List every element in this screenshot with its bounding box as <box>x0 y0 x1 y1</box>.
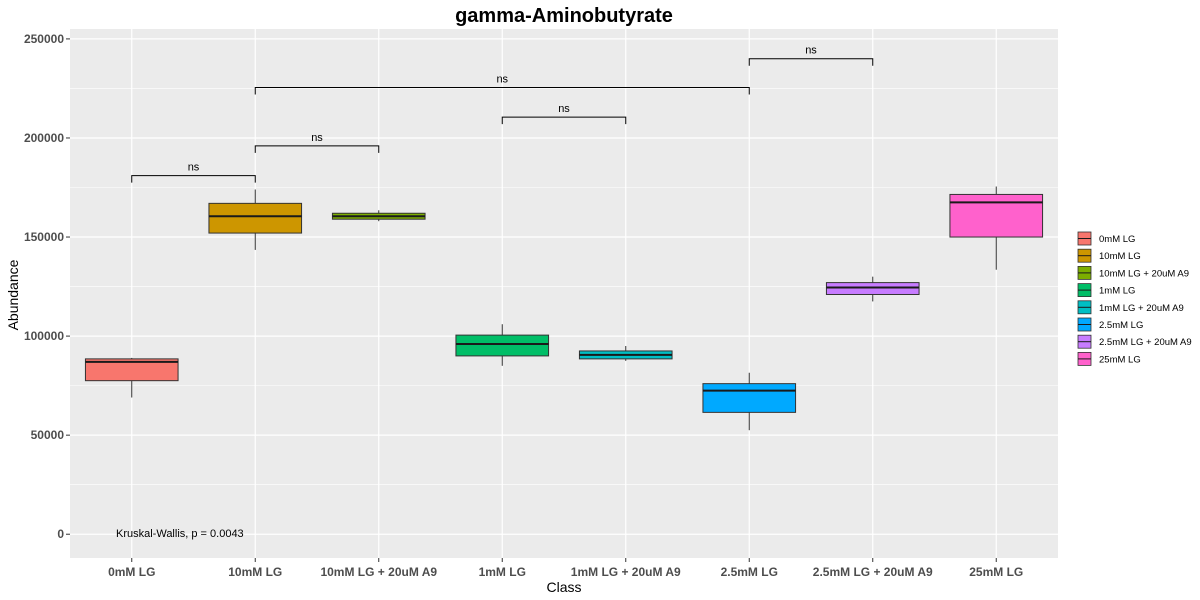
y-tick-label: 200000 <box>24 131 64 145</box>
x-tick-label: 1mM LG <box>479 565 526 579</box>
legend-item: 2.5mM LG <box>1077 317 1143 332</box>
box-iqr <box>84 358 179 382</box>
legend-label: 1mM LG + 20uM A9 <box>1099 303 1184 314</box>
x-tick-label: 10mM LG <box>228 565 282 579</box>
box-1mm-lg-20um-a9 <box>578 346 673 361</box>
chart-title: gamma-Aminobutyrate <box>455 5 673 27</box>
comparison-bracket: ns <box>501 103 627 125</box>
legend-label: 25mM LG <box>1099 354 1141 365</box>
legend-item: 10mM LG <box>1077 248 1141 263</box>
comparison-bracket: ns <box>254 73 750 95</box>
significance-label: ns <box>805 45 817 57</box>
legend-item: 25mM LG <box>1077 351 1141 366</box>
significance-label: ns <box>188 162 200 174</box>
y-tick-label: 50000 <box>31 428 65 442</box>
legend-label: 10mM LG <box>1099 251 1141 262</box>
x-axis-title: Class <box>546 579 581 595</box>
box-0mm-lg <box>84 357 179 398</box>
box-2-5mm-lg-20um-a9 <box>825 276 920 302</box>
box-25mm-lg <box>949 186 1044 270</box>
box-iqr <box>455 334 550 357</box>
x-tick-label: 10mM LG + 20uM A9 <box>320 565 437 579</box>
box-1mm-lg <box>455 324 550 366</box>
y-tick-label: 0 <box>57 527 64 541</box>
legend-label: 0mM LG <box>1099 234 1135 245</box>
box-10mm-lg-20um-a9 <box>331 210 426 222</box>
bracket-line <box>254 145 380 153</box>
y-tick-label: 250000 <box>24 32 64 46</box>
significance-label: ns <box>496 73 508 85</box>
bracket-line <box>748 58 874 66</box>
comparison-bracket: ns <box>254 132 380 153</box>
x-tick-label: 25mM LG <box>969 565 1023 579</box>
x-tick-label: 0mM LG <box>108 565 155 579</box>
bracket-line <box>501 116 627 125</box>
comparison-bracket: ns <box>131 162 256 183</box>
legend-item: 0mM LG <box>1077 231 1135 246</box>
legend-item: 1mM LG + 20uM A9 <box>1077 300 1184 315</box>
box-2-5mm-lg <box>702 372 797 431</box>
legend-label: 1mM LG <box>1099 286 1135 297</box>
legend-label: 10mM LG + 20uM A9 <box>1099 268 1189 279</box>
comparison-bracket: ns <box>748 45 874 66</box>
box-iqr <box>702 383 797 413</box>
box-iqr <box>949 193 1044 238</box>
box-10mm-lg <box>208 189 303 250</box>
x-tick-label: 2.5mM LG <box>721 565 778 579</box>
significance-label: ns <box>311 132 323 144</box>
x-tick-label: 1mM LG + 20uM A9 <box>571 565 681 579</box>
box-iqr <box>208 202 303 234</box>
y-tick-label: 100000 <box>24 329 64 343</box>
legend-item: 2.5mM LG + 20uM A9 <box>1077 334 1192 349</box>
legend-label: 2.5mM LG + 20uM A9 <box>1099 337 1192 348</box>
y-axis-title: Abundance <box>5 259 21 330</box>
legend-item: 1mM LG <box>1077 283 1135 298</box>
x-tick-label: 2.5mM LG + 20uM A9 <box>813 565 933 579</box>
significance-label: ns <box>558 103 570 115</box>
legend-label: 2.5mM LG <box>1099 320 1143 331</box>
y-tick-label: 150000 <box>24 230 64 244</box>
bracket-line <box>131 175 256 183</box>
legend-item: 10mM LG + 20uM A9 <box>1077 265 1189 280</box>
kruskal-wallis-annotation: Kruskal-Wallis, p = 0.0043 <box>116 528 244 540</box>
bracket-line <box>254 86 750 95</box>
